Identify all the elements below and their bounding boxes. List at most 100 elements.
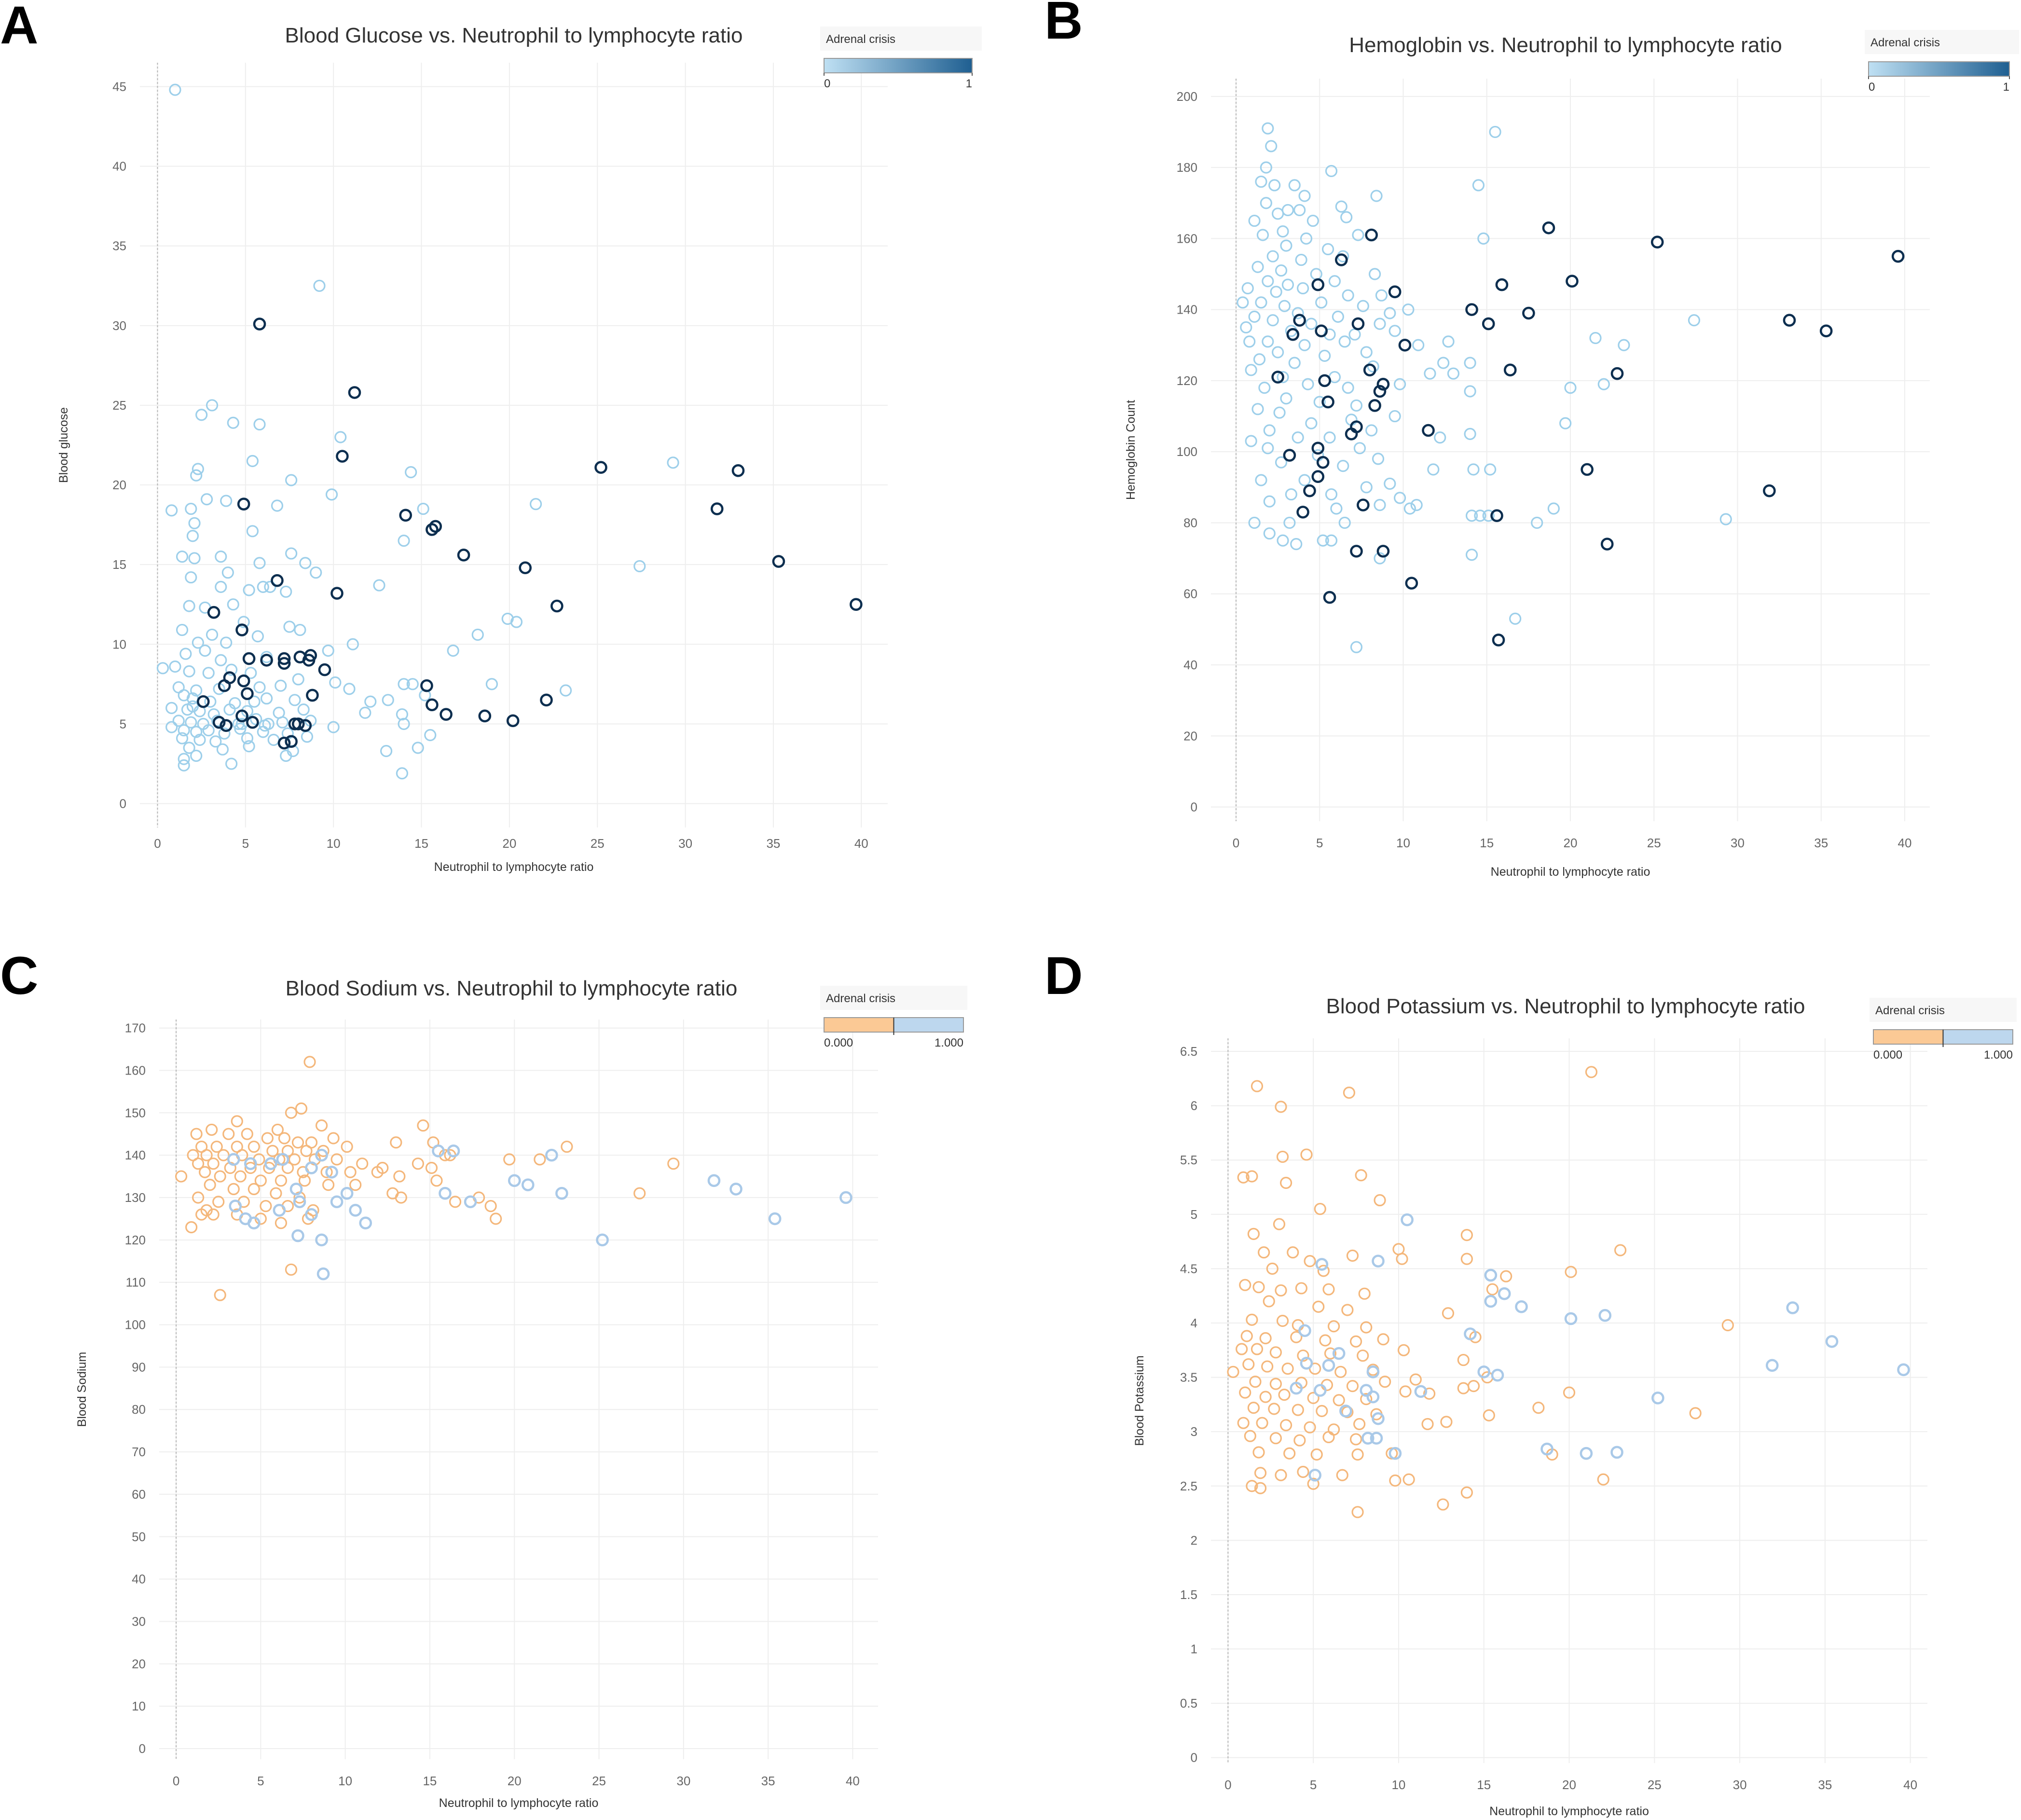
x-tick-label: 25: [1647, 836, 1661, 850]
data-point: [1260, 161, 1272, 174]
data-point: [214, 1289, 226, 1301]
data-point: [1389, 1474, 1402, 1487]
chart-title: Hemoglobin vs. Neutrophil to lymphocyte …: [1349, 33, 1782, 57]
data-point: [200, 1149, 213, 1161]
data-point: [1237, 1171, 1250, 1184]
data-point: [1585, 1066, 1598, 1078]
legend-title: Adrenal crisis: [826, 992, 895, 1005]
chart-title: Blood Glucose vs. Neutrophil to lymphocy…: [285, 24, 743, 47]
data-point: [667, 456, 679, 469]
data-point: [257, 580, 269, 593]
data-point: [1319, 349, 1331, 362]
data-point: [185, 716, 197, 729]
data-point: [285, 1106, 298, 1119]
data-point: [359, 706, 371, 719]
data-point: [1651, 1392, 1664, 1405]
data-point: [1275, 264, 1288, 277]
data-point: [1489, 125, 1501, 138]
data-point: [559, 684, 572, 697]
data-point: [1263, 424, 1276, 437]
data-point: [1353, 442, 1366, 455]
data-point: [1365, 424, 1378, 437]
data-point: [270, 1187, 282, 1200]
x-axis-label: Neutrophil to lymphocyte ratio: [1491, 865, 1650, 879]
data-point: [1268, 1403, 1280, 1415]
data-point: [1310, 1448, 1323, 1461]
data-point: [276, 1153, 289, 1166]
data-point: [1427, 463, 1440, 476]
data-point: [406, 678, 419, 690]
data-point: [396, 767, 409, 780]
data-point: [292, 673, 304, 686]
data-point: [1318, 374, 1331, 387]
data-point: [288, 717, 302, 731]
data-point: [178, 753, 190, 765]
legend-header: [820, 27, 982, 51]
data-point: [1370, 190, 1383, 202]
y-tick-label: 35: [112, 239, 126, 253]
data-point: [1503, 363, 1517, 377]
data-point: [304, 649, 317, 662]
x-tick-label: 35: [766, 836, 780, 851]
data-point: [1324, 1347, 1337, 1360]
data-point: [359, 1216, 372, 1229]
data-point: [1559, 417, 1572, 429]
data-point: [227, 1183, 240, 1196]
data-point: [1345, 427, 1358, 441]
data-point: [188, 552, 201, 565]
data-point: [1891, 249, 1905, 263]
data-point: [371, 1166, 384, 1178]
data-point: [1366, 1390, 1380, 1404]
data-point: [1498, 1287, 1511, 1300]
data-point: [1327, 1423, 1340, 1436]
data-point: [1342, 289, 1354, 302]
data-point: [356, 1158, 369, 1170]
data-point: [1321, 243, 1334, 256]
x-tick-label: 40: [846, 1774, 860, 1788]
y-axis-label: Blood Sodium: [75, 1352, 89, 1427]
data-point: [1266, 314, 1279, 327]
data-point: [1402, 303, 1415, 316]
data-point: [424, 729, 437, 742]
data-point: [1786, 1301, 1799, 1314]
data-point: [1314, 1202, 1326, 1215]
data-point: [1464, 1327, 1477, 1340]
data-point: [204, 1179, 216, 1191]
x-tick-label: 20: [1564, 836, 1578, 850]
data-point: [1322, 1283, 1335, 1296]
data-point: [1295, 1282, 1307, 1295]
data-point: [1328, 275, 1341, 288]
data-point: [156, 662, 169, 675]
x-tick-label: 40: [1898, 836, 1912, 850]
data-point: [772, 555, 785, 568]
series-adrenal-crisis-no: [156, 83, 679, 780]
data-point: [1341, 1304, 1354, 1316]
data-point: [398, 535, 410, 547]
data-point: [1279, 1176, 1292, 1189]
data-point: [192, 1158, 205, 1170]
data-point: [320, 1166, 333, 1178]
legend-bin-0: [1873, 1030, 1943, 1044]
data-point: [329, 676, 342, 689]
data-point: [1467, 463, 1480, 476]
data-point: [291, 1229, 304, 1242]
data-point: [1339, 1405, 1352, 1418]
data-point: [192, 463, 204, 475]
y-tick-label: 1.5: [1180, 1587, 1197, 1602]
data-point: [186, 700, 199, 713]
data-point: [1325, 165, 1338, 178]
y-tick-label: 60: [1183, 587, 1197, 601]
data-point: [242, 652, 256, 665]
data-point: [348, 386, 361, 399]
data-point: [1281, 204, 1294, 217]
data-point: [322, 1179, 335, 1191]
data-point: [1300, 232, 1313, 245]
data-point: [1491, 1368, 1504, 1382]
data-point: [210, 1140, 223, 1153]
panel-d: D Blood Potassium vs. Neutrophil to lymph…: [1045, 946, 2017, 1818]
data-point: [199, 644, 211, 657]
data-point: [1239, 1386, 1251, 1399]
legend-header: [1870, 998, 2017, 1022]
data-point: [303, 1056, 316, 1068]
data-point: [247, 1216, 261, 1229]
